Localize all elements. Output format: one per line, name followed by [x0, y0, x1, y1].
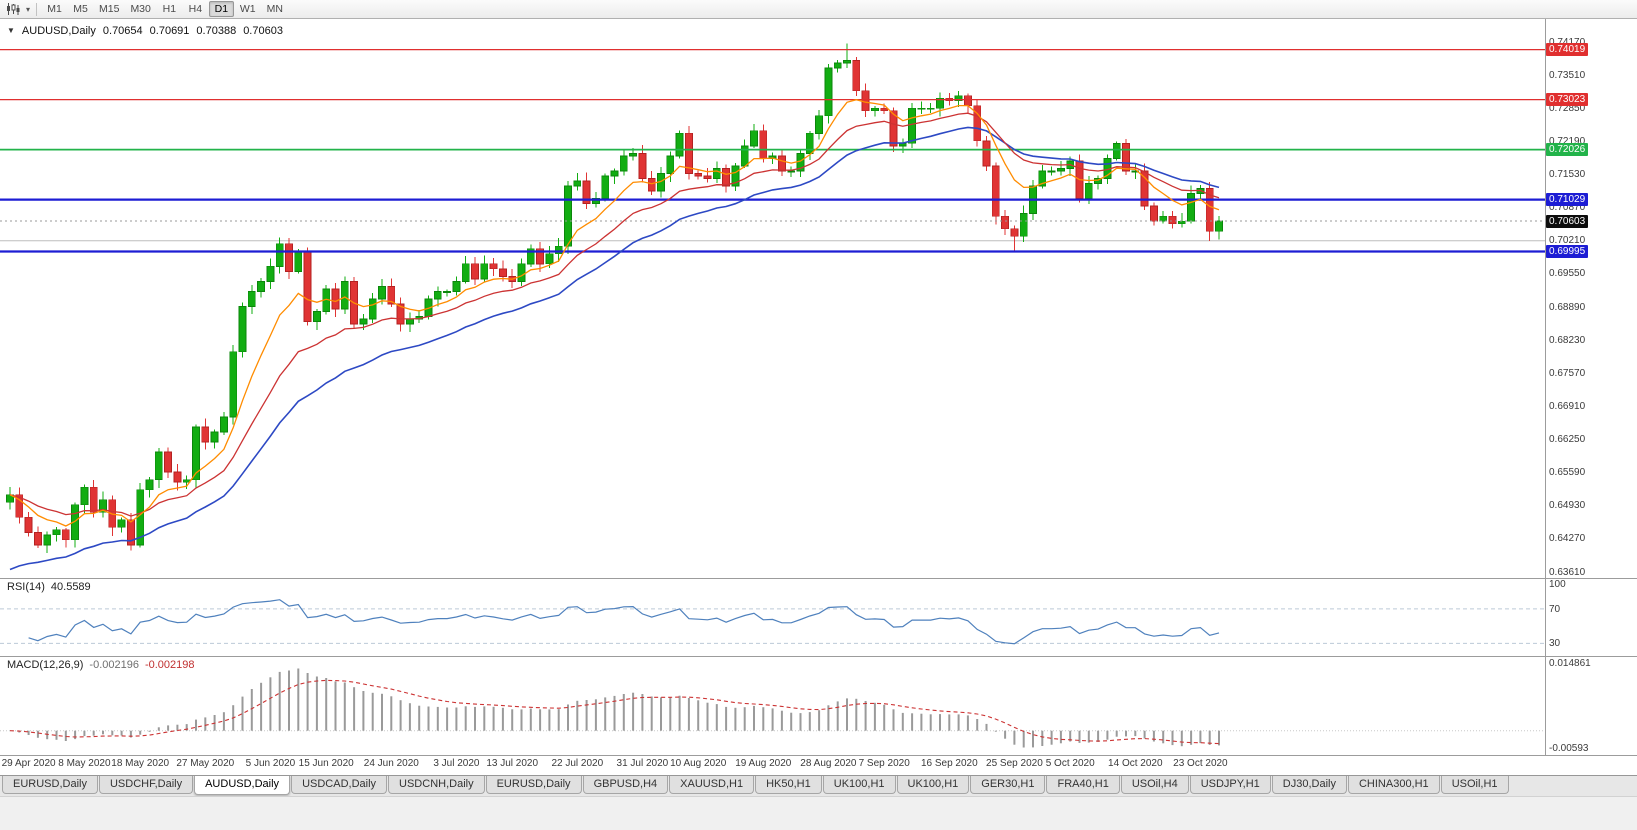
price-axis-border[interactable] — [1545, 19, 1546, 755]
timeframe-button-h4[interactable]: H4 — [188, 3, 203, 15]
macd-indicator-name: MACD(12,26,9) — [7, 659, 84, 671]
chart-tab-usoil-h4[interactable]: USOil,H4 — [1120, 776, 1189, 794]
timeframe-button-w1[interactable]: W1 — [239, 3, 256, 15]
chart-tab-ger30-h1[interactable]: GER30,H1 — [970, 776, 1046, 794]
rsi-pane-header: RSI(14) 40.5589 — [7, 581, 91, 593]
ohlc-low: 0.70388 — [196, 25, 237, 37]
chart-tab-audusd-daily[interactable]: AUDUSD,Daily — [194, 776, 291, 795]
chart-tab-eurusd-daily[interactable]: EURUSD,Daily — [2, 776, 98, 794]
rsi-pane[interactable] — [0, 599, 1545, 645]
macd-main-value: -0.002196 — [89, 659, 139, 671]
ma-slow-line — [9, 126, 1220, 571]
status-bar — [0, 796, 1637, 830]
timeframe-button-m30[interactable]: M30 — [130, 3, 151, 15]
chart-tabs-bar: EURUSD,Daily USDCHF,Daily AUDUSD,Daily USDC… — [0, 775, 1637, 796]
chart-tab-hk50-h1[interactable]: HK50,H1 — [755, 776, 822, 794]
timeframe-button-mn[interactable]: MN — [266, 3, 283, 15]
chart-tab-fra40-h1[interactable]: FRA40,H1 — [1046, 776, 1120, 794]
chart-tab-usdcnh-daily[interactable]: USDCNH,Daily — [388, 776, 485, 794]
chart-tab-uk100-h1[interactable]: UK100,H1 — [896, 776, 970, 794]
chart-tab-usoil-h1[interactable]: USOil,H1 — [1440, 776, 1509, 794]
rsi-indicator-value: 40.5589 — [50, 581, 91, 593]
chart-type-dropdown-caret-icon[interactable]: ▾ — [25, 4, 30, 14]
macd-pane-separator[interactable] — [0, 656, 1637, 657]
time-axis-separator — [0, 755, 1637, 756]
chart-tab-usdcad-daily[interactable]: USDCAD,Daily — [291, 776, 388, 794]
ma-fast-line — [9, 99, 1220, 527]
timeframe-button-m1[interactable]: M1 — [47, 3, 62, 15]
timeframe-button-d1[interactable]: D1 — [208, 1, 234, 17]
timeframe-button-h1[interactable]: H1 — [162, 3, 177, 15]
timeframe-buttons-group: M1 M5 M15 M30 H1 H4 D1 W1 MN — [42, 1, 289, 17]
toolbar-separator — [36, 2, 37, 16]
ohlc-close: 0.70603 — [243, 25, 283, 37]
chart-symbol-title: AUDUSD,Daily — [21, 25, 96, 37]
chart-tab-xauusd-h1[interactable]: XAUUSD,H1 — [669, 776, 755, 794]
chart-tab-usdjpy-h1[interactable]: USDJPY,H1 — [1189, 776, 1271, 794]
ohlc-open: 0.70654 — [102, 25, 143, 37]
ma-mid-line — [9, 112, 1220, 517]
chart-expander-icon[interactable]: ▼ — [7, 26, 15, 35]
macd-signal-value: -0.002198 — [144, 659, 195, 671]
chart-type-icon[interactable] — [3, 1, 23, 17]
timeframe-button-m15[interactable]: M15 — [99, 3, 120, 15]
chart-tab-dj30-daily[interactable]: DJ30,Daily — [1271, 776, 1347, 794]
candlestick-glyph — [7, 3, 20, 15]
rsi-line — [28, 599, 1220, 645]
rsi-indicator-name: RSI(14) — [7, 581, 45, 593]
rsi-pane-separator[interactable] — [0, 578, 1637, 579]
chart-tab-eurusd-daily[interactable]: EURUSD,Daily — [485, 776, 582, 794]
macd-signal-line — [9, 679, 1220, 745]
chart-header: ▼ AUDUSD,Daily 0.70654 0.70691 0.70388 0… — [7, 25, 283, 37]
timeframe-toolbar: ▾ M1 M5 M15 M30 H1 H4 D1 W1 MN — [0, 0, 1637, 19]
chart-tab-gbpusd-h4[interactable]: GBPUSD,H4 — [582, 776, 669, 794]
ohlc-high: 0.70691 — [149, 25, 190, 37]
chart-tab-usdchf-daily[interactable]: USDCHF,Daily — [98, 776, 194, 794]
macd-pane-header: MACD(12,26,9) -0.002196 -0.002198 — [7, 659, 195, 671]
timeframe-button-m5[interactable]: M5 — [73, 3, 88, 15]
chart-tab-china300-h1[interactable]: CHINA300,H1 — [1347, 776, 1440, 794]
price-pane[interactable] — [0, 43, 1545, 571]
candles-layer — [6, 43, 1223, 553]
chart-tab-uk100-h1[interactable]: UK100,H1 — [822, 776, 896, 794]
macd-pane[interactable] — [0, 668, 1545, 748]
